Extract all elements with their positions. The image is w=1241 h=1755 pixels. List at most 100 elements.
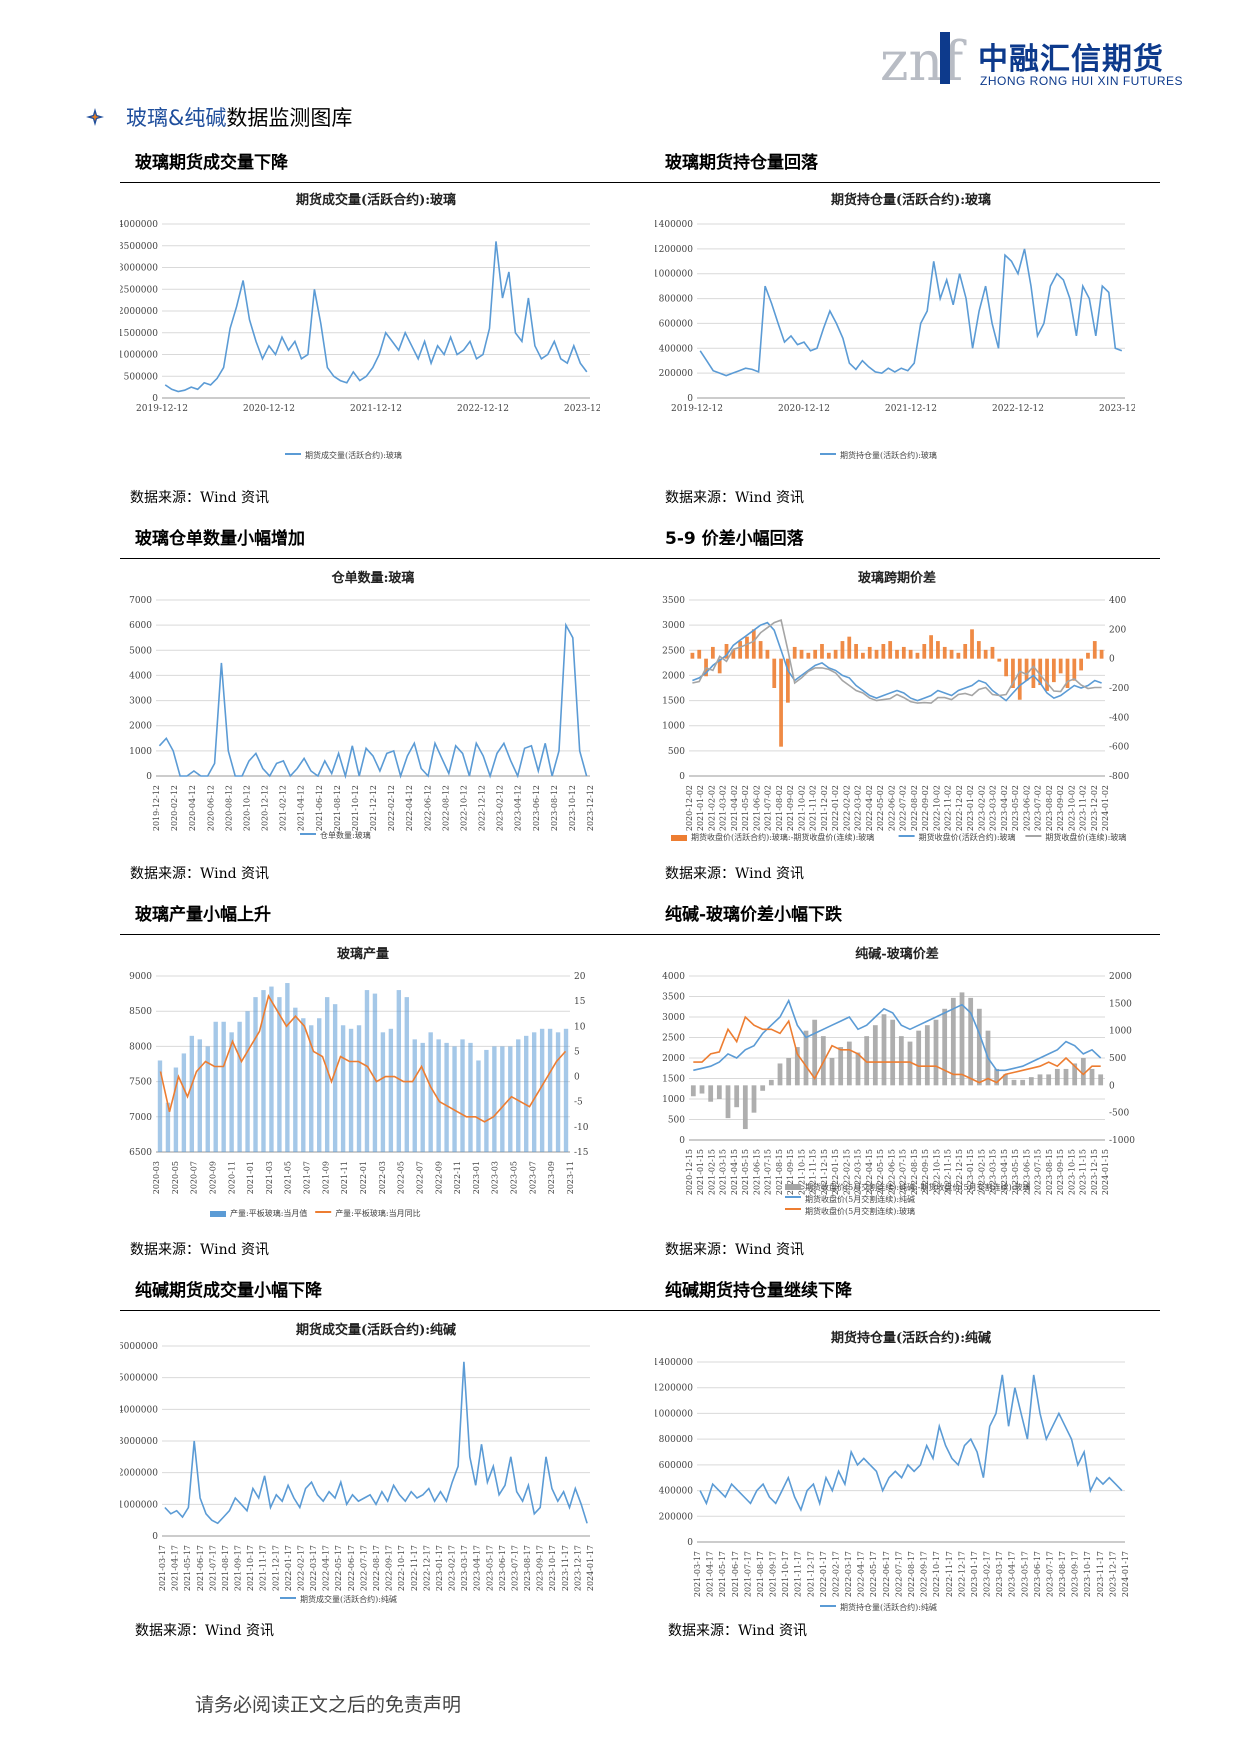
y-tick-label: 1000000 (655, 1409, 693, 1419)
bar-mark (277, 997, 282, 1152)
x-tick-label: 2021-05 (284, 1161, 293, 1194)
x-tick-label: 2020-09 (208, 1161, 217, 1194)
y-tick-label: 0 (687, 1538, 693, 1548)
x-tick-label: 2023-07-17 (510, 1545, 519, 1591)
bar-mark (765, 649, 770, 659)
bar-mark (959, 992, 965, 1086)
y-tick-label: 200000 (659, 369, 694, 379)
x-tick-label: 2021-03-17 (693, 1551, 702, 1597)
x-tick-label: 2021-07-17 (743, 1551, 752, 1597)
bar-mark (460, 1039, 465, 1152)
x-tick-label: 2021-02-12 (279, 785, 288, 831)
bar-mark (794, 1047, 800, 1086)
x-tick-label: 2020-02-12 (170, 785, 179, 831)
logo-english-name: ZHONG RONG HUI XIN FUTURES (980, 74, 1184, 88)
x-tick-label: 2023-06-15 (1022, 1149, 1031, 1195)
x-tick-label: 2021-06-17 (196, 1545, 205, 1591)
bar-mark (221, 1021, 226, 1152)
bar-mark (813, 649, 818, 659)
bar-mark (555, 1032, 561, 1152)
bar-mark (942, 1008, 948, 1086)
legend-swatch (1025, 835, 1042, 837)
bar-mark (933, 1019, 939, 1086)
chart-title: 仓单数量:玻璃 (331, 570, 415, 586)
x-tick-label: 2022-12-12 (457, 404, 509, 414)
bar-mark (710, 646, 715, 659)
chart-title: 玻璃产量 (337, 946, 389, 962)
y-tick-label: 7000 (129, 596, 152, 606)
y-tick-label: 3000000 (120, 264, 158, 274)
y-tick-label: 5000000 (120, 1374, 158, 1384)
x-tick-label: 2021-10-17 (246, 1545, 255, 1591)
y-right-tick-label: 15 (574, 997, 586, 1007)
x-tick-label: 2021-08-02 (775, 785, 784, 831)
x-tick-label: 2021-10-12 (351, 785, 360, 831)
x-tick-label: 2020-08-12 (224, 785, 233, 831)
divider-row-1 (120, 182, 1160, 183)
y-tick-label: 0 (152, 394, 158, 404)
x-tick-label: 2023-08-17 (523, 1545, 532, 1591)
panel-title-5: 玻璃产量小幅上升 (135, 905, 271, 925)
bar-mark (846, 1041, 852, 1086)
x-tick-label: 2023-12-12 (586, 785, 595, 831)
bar-mark (717, 658, 722, 674)
x-tick-label: 2023-10-17 (1083, 1551, 1092, 1597)
bar-mark (806, 652, 811, 659)
y-tick-label: 2000000 (120, 307, 158, 317)
x-tick-label: 2021-07-17 (208, 1545, 217, 1591)
x-tick-label: 2021-08-15 (775, 1149, 784, 1195)
x-tick-label: 2021-12-12 (885, 404, 937, 414)
panel-title-1: 玻璃期货成交量下降 (135, 153, 288, 173)
x-tick-label: 2021-12-15 (820, 1149, 829, 1195)
x-tick-label: 2023-06-17 (498, 1545, 507, 1591)
y-tick-label: 2500 (662, 646, 685, 656)
bar-mark (745, 636, 749, 659)
chart-glass-warehouse-receipts: 仓单数量:玻璃 0 1000 2000 3000 4000 5000 6000 7000 2019… (129, 570, 595, 840)
bar-mark (1011, 658, 1015, 688)
y-tick-label: 6000 (129, 621, 152, 631)
bar-mark (1051, 658, 1056, 683)
bar-mark (516, 1039, 521, 1152)
bar-mark (829, 1058, 835, 1086)
divider-row-2 (120, 558, 1160, 559)
y-tick-label: 0 (679, 772, 685, 782)
bar-mark (1086, 652, 1090, 659)
x-tick-label: 2023-03-17 (460, 1545, 469, 1591)
x-tick-label: 2023-10-15 (1067, 1149, 1076, 1195)
bar-mark (563, 1028, 569, 1152)
x-tick-label: 2023-01 (472, 1161, 481, 1194)
bar-mark (734, 1085, 740, 1108)
series-line (164, 241, 588, 393)
x-tick-label: 2022-09-15 (921, 1149, 930, 1195)
legend-label: 仓单数量:玻璃 (320, 830, 371, 840)
x-tick-label: 2023-02-17 (448, 1545, 457, 1591)
x-tick-label: 2022-04-02 (865, 785, 874, 831)
series-line (164, 1361, 588, 1525)
x-tick-label: 2022-07-17 (894, 1551, 903, 1597)
x-tick-label: 2021-11 (340, 1161, 349, 1194)
legend-swatch (785, 1208, 801, 1210)
x-tick-label: 2023-12-02 (1090, 785, 1099, 831)
y-tick-label: 1000000 (120, 351, 158, 361)
bar-mark (213, 1021, 218, 1152)
x-tick-label: 2021-12-17 (271, 1545, 280, 1591)
y-right-tick-label: 2000 (1109, 972, 1132, 982)
x-tick-label: 2021-12-17 (806, 1551, 815, 1597)
y-tick-label: 2000000 (120, 1469, 158, 1479)
bar-mark (500, 1046, 505, 1152)
y-tick-label: 3000 (662, 1013, 685, 1023)
x-tick-label: 2022-07-15 (899, 1149, 908, 1195)
chart-title: 玻璃跨期价差 (858, 570, 936, 586)
bar-mark (990, 646, 995, 659)
bar-mark (898, 1036, 904, 1086)
bar-mark (820, 644, 824, 659)
source-note-3: 数据来源：Wind 资讯 (130, 866, 270, 882)
y-tick-label: 1000000 (120, 1500, 158, 1510)
x-tick-label: 2021-01 (246, 1161, 255, 1194)
x-tick-label: 2022-02-15 (842, 1149, 851, 1195)
bar-mark (697, 649, 702, 659)
y-tick-label: 6000000 (120, 1342, 158, 1352)
bar-mark (915, 652, 920, 659)
source-note-1: 数据来源：Wind 资讯 (130, 490, 270, 506)
bar-mark (1004, 658, 1008, 677)
